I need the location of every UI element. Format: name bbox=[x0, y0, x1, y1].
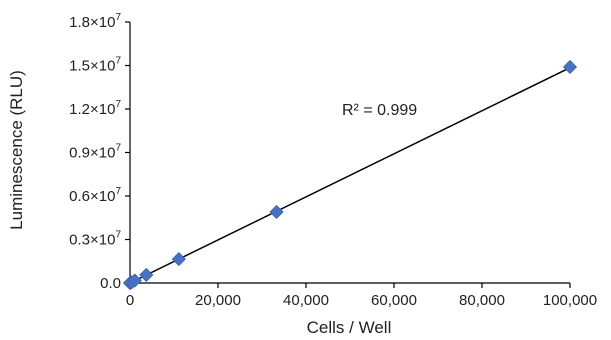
y-axis-title: Luminescence (RLU) bbox=[7, 70, 26, 230]
y-tick-mantissa: 1.8×10 bbox=[69, 14, 115, 31]
y-tick-label: 0.6×107 bbox=[69, 186, 121, 205]
trendline bbox=[129, 67, 571, 284]
y-tick-label: 0.3×107 bbox=[69, 230, 121, 249]
data-point bbox=[139, 267, 154, 282]
y-tick-exponent: 7 bbox=[115, 56, 121, 67]
y-tick-mantissa: 0.9×10 bbox=[69, 145, 115, 162]
y-tick-exponent: 7 bbox=[115, 143, 121, 154]
r-squared-annotation: R² = 0.999 bbox=[342, 102, 417, 119]
x-tick-label: 100,000 bbox=[543, 292, 597, 309]
y-tick-mantissa: 1.5×10 bbox=[69, 58, 115, 75]
x-tick-label: 0 bbox=[126, 292, 134, 309]
x-tick-label: 60,000 bbox=[371, 292, 417, 309]
y-tick-exponent: 7 bbox=[115, 186, 121, 197]
y-tick-exponent: 7 bbox=[115, 99, 121, 110]
y-tick-label: 1.8×107 bbox=[69, 12, 121, 31]
y-tick-mantissa: 0.3×10 bbox=[69, 232, 115, 249]
x-axis: 0 20,000 40,000 60,000 80,000 100,000 bbox=[126, 282, 597, 309]
x-axis-title: Cells / Well bbox=[307, 318, 392, 337]
data-point bbox=[171, 252, 186, 267]
y-tick-mantissa: 0.6×10 bbox=[69, 188, 115, 205]
x-tick-label: 20,000 bbox=[195, 292, 241, 309]
x-tick-label: 40,000 bbox=[283, 292, 329, 309]
y-tick-label: 1.5×107 bbox=[69, 56, 121, 75]
y-axis: 0.00.3×1070.6×1070.9×1071.2×1071.5×1071.… bbox=[69, 12, 131, 292]
data-points bbox=[122, 59, 578, 291]
y-tick-label: 0.9×107 bbox=[69, 143, 121, 162]
data-point bbox=[127, 273, 142, 288]
trendline-group bbox=[129, 67, 571, 284]
y-tick-label: 1.2×107 bbox=[69, 99, 121, 118]
y-tick-exponent: 7 bbox=[115, 12, 121, 23]
y-tick-exponent: 7 bbox=[115, 230, 121, 241]
y-tick-mantissa: 1.2×10 bbox=[69, 101, 115, 118]
data-point bbox=[562, 59, 578, 75]
data-point bbox=[269, 204, 284, 220]
x-tick-label: 80,000 bbox=[459, 292, 505, 309]
y-tick-label: 0.0 bbox=[100, 275, 121, 292]
